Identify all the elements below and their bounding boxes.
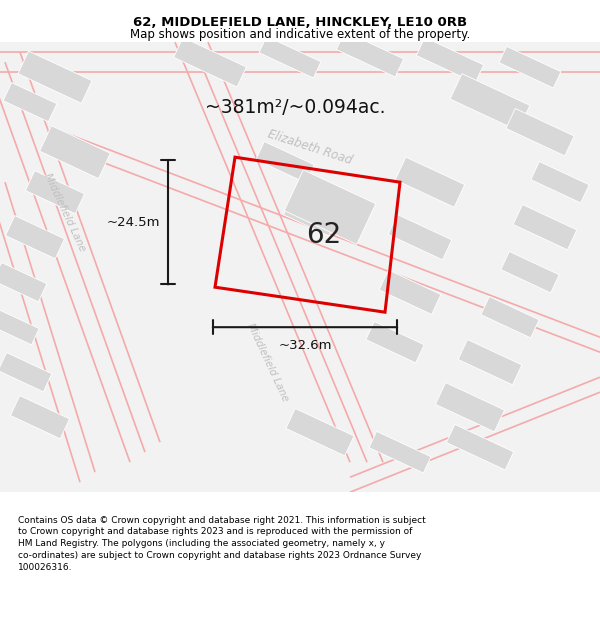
Text: 62, MIDDLEFIELD LANE, HINCKLEY, LE10 0RB: 62, MIDDLEFIELD LANE, HINCKLEY, LE10 0RB bbox=[133, 16, 467, 29]
Text: Contains OS data © Crown copyright and database right 2021. This information is : Contains OS data © Crown copyright and d… bbox=[18, 516, 426, 572]
Polygon shape bbox=[3, 82, 57, 122]
Polygon shape bbox=[379, 270, 441, 314]
Polygon shape bbox=[0, 352, 52, 392]
Polygon shape bbox=[40, 126, 110, 179]
Polygon shape bbox=[18, 51, 92, 103]
Polygon shape bbox=[259, 36, 321, 78]
Polygon shape bbox=[531, 161, 589, 203]
Polygon shape bbox=[436, 382, 505, 432]
Polygon shape bbox=[256, 141, 314, 183]
Polygon shape bbox=[513, 204, 577, 250]
Polygon shape bbox=[284, 170, 376, 244]
Text: Map shows position and indicative extent of the property.: Map shows position and indicative extent… bbox=[130, 28, 470, 41]
Polygon shape bbox=[416, 38, 484, 83]
Polygon shape bbox=[450, 74, 530, 131]
Polygon shape bbox=[5, 216, 65, 259]
Polygon shape bbox=[25, 171, 85, 214]
Polygon shape bbox=[0, 262, 47, 302]
Text: ~32.6m: ~32.6m bbox=[278, 339, 332, 352]
Polygon shape bbox=[286, 409, 354, 456]
Polygon shape bbox=[499, 46, 561, 88]
Polygon shape bbox=[446, 424, 514, 470]
Text: Middlefield Lane: Middlefield Lane bbox=[245, 321, 290, 403]
Polygon shape bbox=[337, 31, 404, 77]
Polygon shape bbox=[173, 38, 247, 87]
Polygon shape bbox=[10, 396, 70, 439]
Text: Elizabeth Road: Elizabeth Road bbox=[266, 127, 354, 167]
Polygon shape bbox=[0, 309, 39, 345]
Text: ~381m²/~0.094ac.: ~381m²/~0.094ac. bbox=[205, 98, 385, 117]
Polygon shape bbox=[481, 296, 539, 338]
Text: 62: 62 bbox=[306, 221, 341, 249]
Polygon shape bbox=[458, 339, 522, 385]
Polygon shape bbox=[506, 109, 574, 156]
Text: Middlefield Lane: Middlefield Lane bbox=[43, 171, 88, 253]
Polygon shape bbox=[366, 321, 424, 363]
Polygon shape bbox=[501, 251, 559, 293]
Polygon shape bbox=[284, 199, 337, 236]
Polygon shape bbox=[388, 214, 452, 260]
Polygon shape bbox=[395, 157, 465, 208]
Polygon shape bbox=[369, 431, 431, 473]
Text: ~24.5m: ~24.5m bbox=[107, 216, 160, 229]
